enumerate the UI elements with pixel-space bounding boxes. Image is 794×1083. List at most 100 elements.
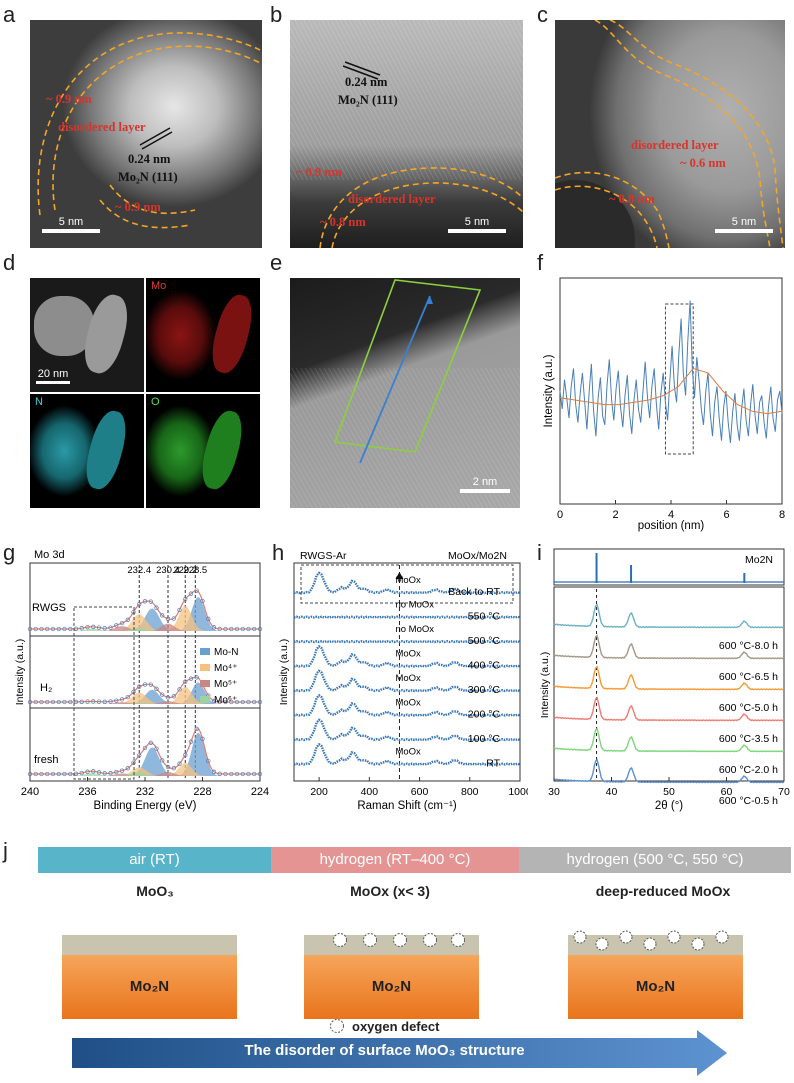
data-point xyxy=(188,739,194,744)
data-point xyxy=(240,626,245,632)
sample-label: MoOx/Mo2N xyxy=(448,550,507,562)
x-tick-label: 4 xyxy=(668,509,674,521)
data-point xyxy=(39,771,44,777)
data-point xyxy=(183,596,188,602)
trace-label: 100 °C xyxy=(468,733,501,745)
disordered-layer-outline-b xyxy=(290,20,523,248)
sample-label: RWGS xyxy=(32,602,66,614)
schematic-moo3: Mo₂N xyxy=(62,935,237,1019)
x-tick-label: 2 xyxy=(612,509,618,521)
data-point xyxy=(223,699,228,705)
data-point xyxy=(257,771,263,777)
panel-label-e: e xyxy=(270,250,283,275)
data-point xyxy=(217,771,222,776)
surface-layer xyxy=(304,933,479,955)
trace-note: MoOx xyxy=(395,649,421,660)
stage-bar: air (RT) hydrogen (RT–400 °C) hydrogen (… xyxy=(38,847,793,873)
trace-note: MoOx xyxy=(395,575,421,586)
data-point xyxy=(114,698,119,703)
data-point xyxy=(194,726,199,732)
scale-bar: 20 nm xyxy=(36,368,70,384)
scale-bar: 2 nm xyxy=(460,476,510,493)
disordered-layer-label: disordered layer xyxy=(348,192,436,206)
plot-frame xyxy=(553,586,785,782)
peak-position-label: 230.4 xyxy=(156,565,180,576)
xrd-trace xyxy=(553,696,785,722)
trace-label: 500 °C xyxy=(468,635,501,647)
xrd-trace xyxy=(553,758,785,784)
x-tick-label: 8 xyxy=(779,509,785,521)
data-point xyxy=(114,623,119,628)
tem-image-c: disordered layer ~ 0.6 nm ~ 0.8 nm 5 nm xyxy=(555,20,785,248)
x-tick-label: 50 xyxy=(663,786,675,798)
substrate-block: Mo₂N xyxy=(304,955,479,1019)
data-point xyxy=(91,624,96,629)
trace-note: no MoOx xyxy=(395,600,434,611)
data-point xyxy=(211,625,217,630)
disordered-layer-label: disordered layer xyxy=(58,120,146,134)
substrate-label: Mo₂N xyxy=(371,978,412,995)
data-point xyxy=(39,699,44,705)
state-title-main: MoOx xyxy=(350,883,390,899)
legend-entry: Mo-N xyxy=(214,647,238,658)
component-peak xyxy=(30,771,260,776)
xrd-trace xyxy=(553,665,785,691)
tem-image-a: ~ 0.9 nm disordered layer 0.24 nm Mo₂N (… xyxy=(30,20,262,248)
legend-oxygen-defect: oxygen defect xyxy=(328,1017,439,1035)
scale-bar-label: 5 nm xyxy=(464,216,490,228)
data-point xyxy=(257,699,263,705)
component-peak xyxy=(30,627,260,631)
data-point xyxy=(223,771,228,777)
data-point xyxy=(177,687,182,692)
element-label-n: N xyxy=(35,396,43,408)
data-point xyxy=(85,699,90,704)
trace-note: MoOx xyxy=(395,673,421,684)
state-title: MoOx (x< 3) xyxy=(305,883,475,899)
data-point xyxy=(33,699,38,705)
xrd-trace xyxy=(553,603,785,629)
data-point xyxy=(137,684,142,689)
data-point xyxy=(206,616,211,621)
data-point xyxy=(125,694,130,700)
sample-label: H₂ xyxy=(40,682,52,694)
smoothed-series xyxy=(559,367,783,415)
x-axis-label: Binding Energy (eV) xyxy=(94,800,197,812)
legend: Mo-N Mo⁴⁺ Mo⁵⁺ Mo⁶⁺ xyxy=(200,647,238,706)
panel-label-g: g xyxy=(3,540,16,565)
oxygen-defects xyxy=(573,930,729,951)
data-point xyxy=(91,769,96,774)
data-point xyxy=(154,746,159,751)
trace-label: 600 °C-5.0 h xyxy=(719,702,778,714)
data-point xyxy=(125,766,130,771)
data-point xyxy=(73,699,79,705)
data-point xyxy=(252,771,257,777)
peak-position-label: 228.5 xyxy=(183,565,207,576)
component-peak xyxy=(30,605,260,631)
thickness-label: ~ 0.8 nm xyxy=(320,215,366,229)
panel-label-a: a xyxy=(3,2,16,27)
data-point xyxy=(160,758,165,763)
data-point xyxy=(154,686,159,691)
data-point xyxy=(177,761,182,766)
data-point xyxy=(148,599,153,604)
data-point xyxy=(102,699,107,704)
data-point xyxy=(177,607,182,613)
data-point xyxy=(56,626,61,632)
data-point xyxy=(246,626,251,632)
x-tick-label: 60 xyxy=(721,786,733,798)
data-point xyxy=(194,675,199,680)
panel-label-i: i xyxy=(537,540,542,565)
data-point xyxy=(56,771,61,777)
data-point xyxy=(183,752,188,758)
data-point xyxy=(165,764,171,770)
trace-label: RT xyxy=(486,758,500,770)
trace-note: MoOx xyxy=(395,698,421,709)
thickness-label: ~ 0.8 nm xyxy=(609,192,655,206)
data-point xyxy=(50,771,56,777)
data-point xyxy=(160,692,165,697)
state-title-condition: (x< 3) xyxy=(389,883,430,899)
data-point xyxy=(234,699,240,705)
data-point xyxy=(171,766,176,771)
reference-frame xyxy=(553,548,785,586)
data-point xyxy=(50,626,56,632)
